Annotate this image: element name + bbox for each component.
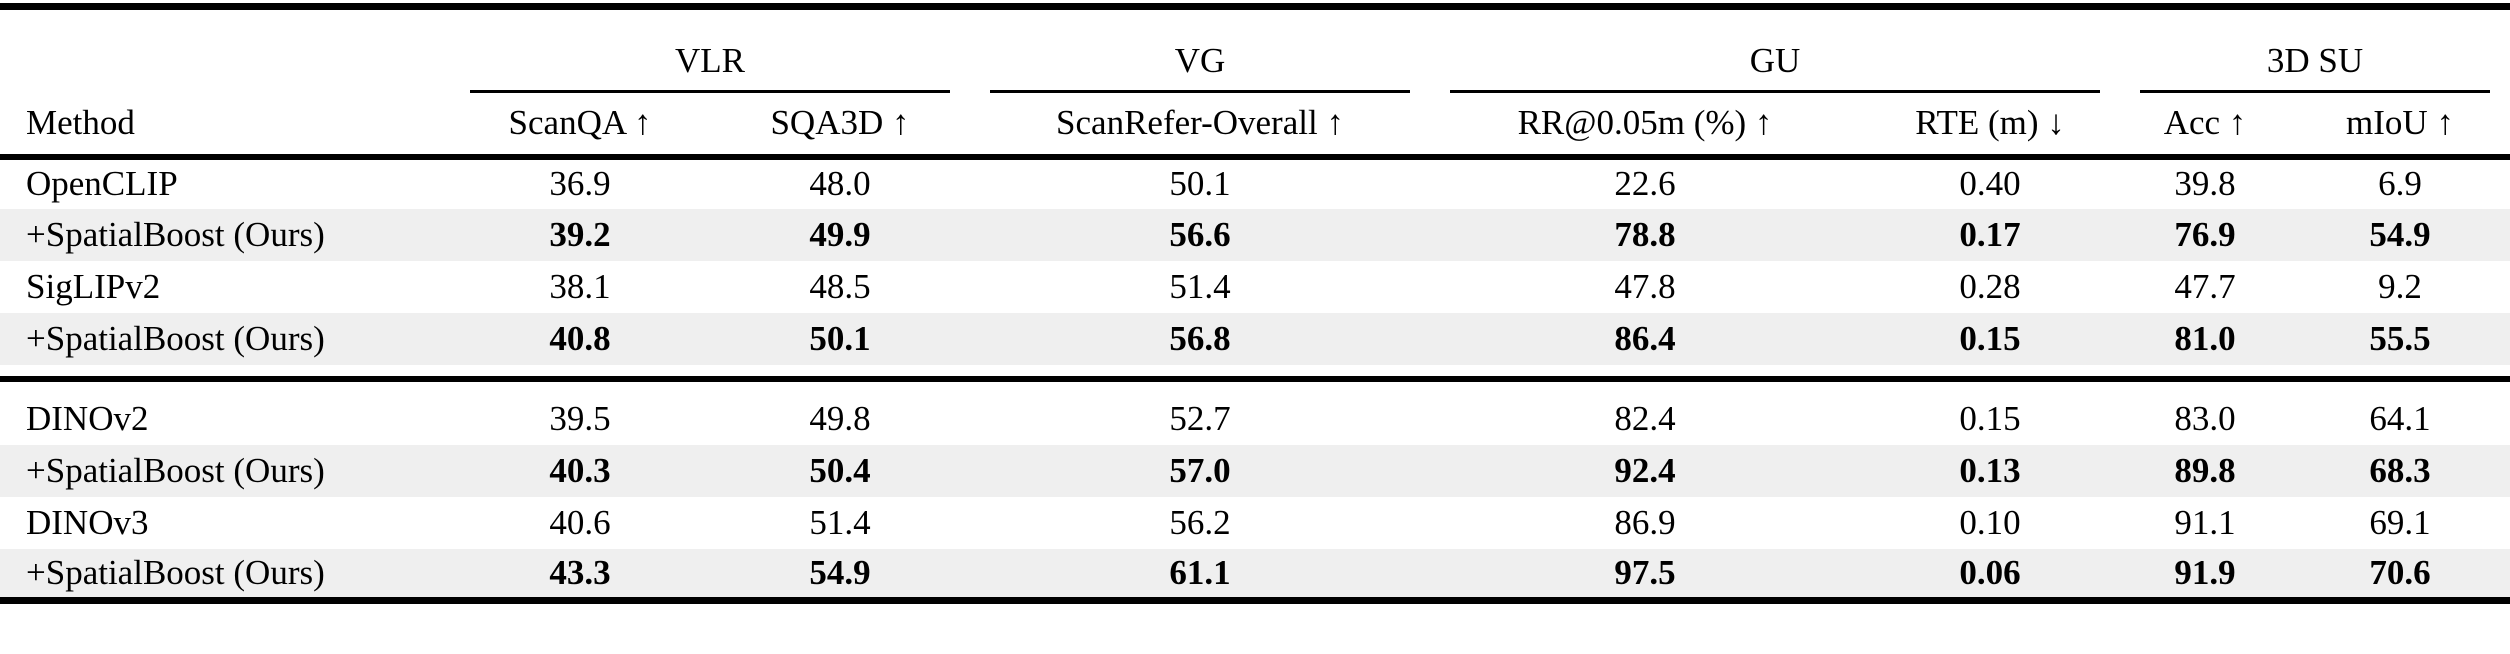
value-cell: 0.06 <box>1959 552 2021 592</box>
value-cell: 51.4 <box>1169 266 1231 306</box>
value-cell: 78.8 <box>1614 214 1676 254</box>
value-cell: 56.2 <box>1169 502 1231 542</box>
column-header-scanqa: ScanQA ↑ <box>450 92 710 160</box>
group-header-blank <box>0 7 450 93</box>
value-cell: 22.6 <box>1614 164 1676 203</box>
value-cell: 86.4 <box>1614 318 1676 358</box>
value-cell: 39.5 <box>549 398 611 438</box>
group-rule-vlr: VLR <box>470 41 950 93</box>
value-cell: 82.4 <box>1614 398 1676 438</box>
group-header-vlr: VLR <box>450 7 970 93</box>
value-cell: 56.6 <box>1169 214 1231 254</box>
value-cell: 83.0 <box>2174 398 2236 438</box>
value-cell: 49.9 <box>809 214 871 254</box>
value-cell: 97.5 <box>1614 552 1676 592</box>
group-label-vlr: VLR <box>675 40 745 80</box>
value-cell: 92.4 <box>1614 450 1676 490</box>
value-cell: 0.10 <box>1959 502 2021 542</box>
group-header-vg: VG <box>970 7 1430 93</box>
value-cell: 57.0 <box>1169 450 1231 490</box>
group-header-3d-su: 3D SU <box>2120 7 2510 93</box>
value-cell: 40.3 <box>549 450 611 490</box>
value-cell: 48.5 <box>809 266 871 306</box>
value-cell: 40.6 <box>549 502 611 542</box>
method-cell: +SpatialBoost (Ours) <box>26 450 325 490</box>
value-cell: 39.8 <box>2174 164 2236 203</box>
column-header-acc: Acc ↑ <box>2120 92 2290 160</box>
method-cell: OpenCLIP <box>26 164 178 203</box>
method-cell: +SpatialBoost (Ours) <box>26 318 325 358</box>
method-cell: DINOv2 <box>26 398 149 438</box>
block-separator-rule <box>0 364 2510 393</box>
group-rule-gu: GU <box>1450 41 2100 93</box>
value-cell: 48.0 <box>809 164 871 203</box>
table-row-spatialboost-dinov2: +SpatialBoost (Ours) 40.3 50.4 57.0 92.4… <box>0 444 2510 497</box>
value-cell: 0.15 <box>1959 398 2021 438</box>
table-row-siglipv2: SigLIPv2 38.1 48.5 51.4 47.8 0.28 47.7 9… <box>0 261 2510 313</box>
method-cell: +SpatialBoost (Ours) <box>26 214 325 254</box>
table-row-spatialboost-openclip: +SpatialBoost (Ours) 39.2 49.9 56.6 78.8… <box>0 208 2510 261</box>
value-cell: 52.7 <box>1169 398 1231 438</box>
value-cell: 0.15 <box>1959 318 2021 358</box>
table-row-spatialboost-dinov3: +SpatialBoost (Ours) 43.3 54.9 61.1 97.5… <box>0 548 2510 601</box>
value-cell: 76.9 <box>2174 214 2236 254</box>
method-cell: +SpatialBoost (Ours) <box>26 552 325 592</box>
value-cell: 64.1 <box>2369 398 2431 438</box>
table-row-dinov2: DINOv2 39.5 49.8 52.7 82.4 0.15 83.0 64.… <box>0 393 2510 445</box>
value-cell: 49.8 <box>809 398 871 438</box>
value-cell: 50.1 <box>1169 164 1231 203</box>
method-cell: DINOv3 <box>26 502 149 542</box>
group-header-gu: GU <box>1430 7 2120 93</box>
value-cell: 91.1 <box>2174 502 2236 542</box>
value-cell: 55.5 <box>2369 318 2431 358</box>
table-row-spatialboost-siglipv2: +SpatialBoost (Ours) 40.8 50.1 56.8 86.4… <box>0 312 2510 365</box>
value-cell: 39.2 <box>549 214 611 254</box>
value-cell: 9.2 <box>2378 266 2422 306</box>
value-cell: 6.9 <box>2378 164 2422 203</box>
value-cell: 70.6 <box>2369 552 2431 592</box>
column-header-scanrefer-overall: ScanRefer-Overall ↑ <box>970 92 1430 160</box>
value-cell: 69.1 <box>2369 502 2431 542</box>
column-header-method: Method <box>0 92 450 160</box>
group-label-3d-su: 3D SU <box>2266 40 2364 80</box>
value-cell: 81.0 <box>2174 318 2236 358</box>
value-cell: 0.40 <box>1959 164 2021 203</box>
benchmark-results-table: VLR VG GU 3D SU Method ScanQA ↑ SQA3D ↑ … <box>0 3 2510 604</box>
value-cell: 54.9 <box>809 552 871 592</box>
table-row-openclip: OpenCLIP 36.9 48.0 50.1 22.6 0.40 39.8 6… <box>0 157 2510 209</box>
value-cell: 0.17 <box>1959 214 2021 254</box>
value-cell: 61.1 <box>1169 552 1231 592</box>
value-cell: 43.3 <box>549 552 611 592</box>
value-cell: 47.7 <box>2174 266 2236 306</box>
value-cell: 54.9 <box>2369 214 2431 254</box>
value-cell: 0.28 <box>1959 266 2021 306</box>
column-header-rte: RTE (m) ↓ <box>1860 92 2120 160</box>
group-header-row: VLR VG GU 3D SU <box>0 7 2510 93</box>
value-cell: 68.3 <box>2369 450 2431 490</box>
column-header-sqa3d: SQA3D ↑ <box>710 92 970 160</box>
value-cell: 91.9 <box>2174 552 2236 592</box>
value-cell: 89.8 <box>2174 450 2236 490</box>
value-cell: 50.1 <box>809 318 871 358</box>
value-cell: 40.8 <box>549 318 611 358</box>
value-cell: 36.9 <box>549 164 611 203</box>
value-cell: 38.1 <box>549 266 611 306</box>
group-rule-vg: VG <box>990 41 1410 93</box>
group-label-gu: GU <box>1749 40 1801 80</box>
value-cell: 56.8 <box>1169 318 1231 358</box>
separator-rule <box>0 375 2510 382</box>
column-header-rr-005m: RR@0.05m (%) ↑ <box>1430 92 1860 160</box>
group-label-vg: VG <box>1174 40 1226 80</box>
value-cell: 51.4 <box>809 502 871 542</box>
group-rule-3d-su: 3D SU <box>2140 41 2490 93</box>
value-cell: 50.4 <box>809 450 871 490</box>
column-header-miou: mIoU ↑ <box>2290 92 2510 160</box>
column-header-row: Method ScanQA ↑ SQA3D ↑ ScanRefer-Overal… <box>0 92 2510 160</box>
value-cell: 0.13 <box>1959 450 2021 490</box>
method-cell: SigLIPv2 <box>26 266 161 306</box>
table-row-dinov3: DINOv3 40.6 51.4 56.2 86.9 0.10 91.1 69.… <box>0 497 2510 549</box>
value-cell: 47.8 <box>1614 266 1676 306</box>
value-cell: 86.9 <box>1614 502 1676 542</box>
